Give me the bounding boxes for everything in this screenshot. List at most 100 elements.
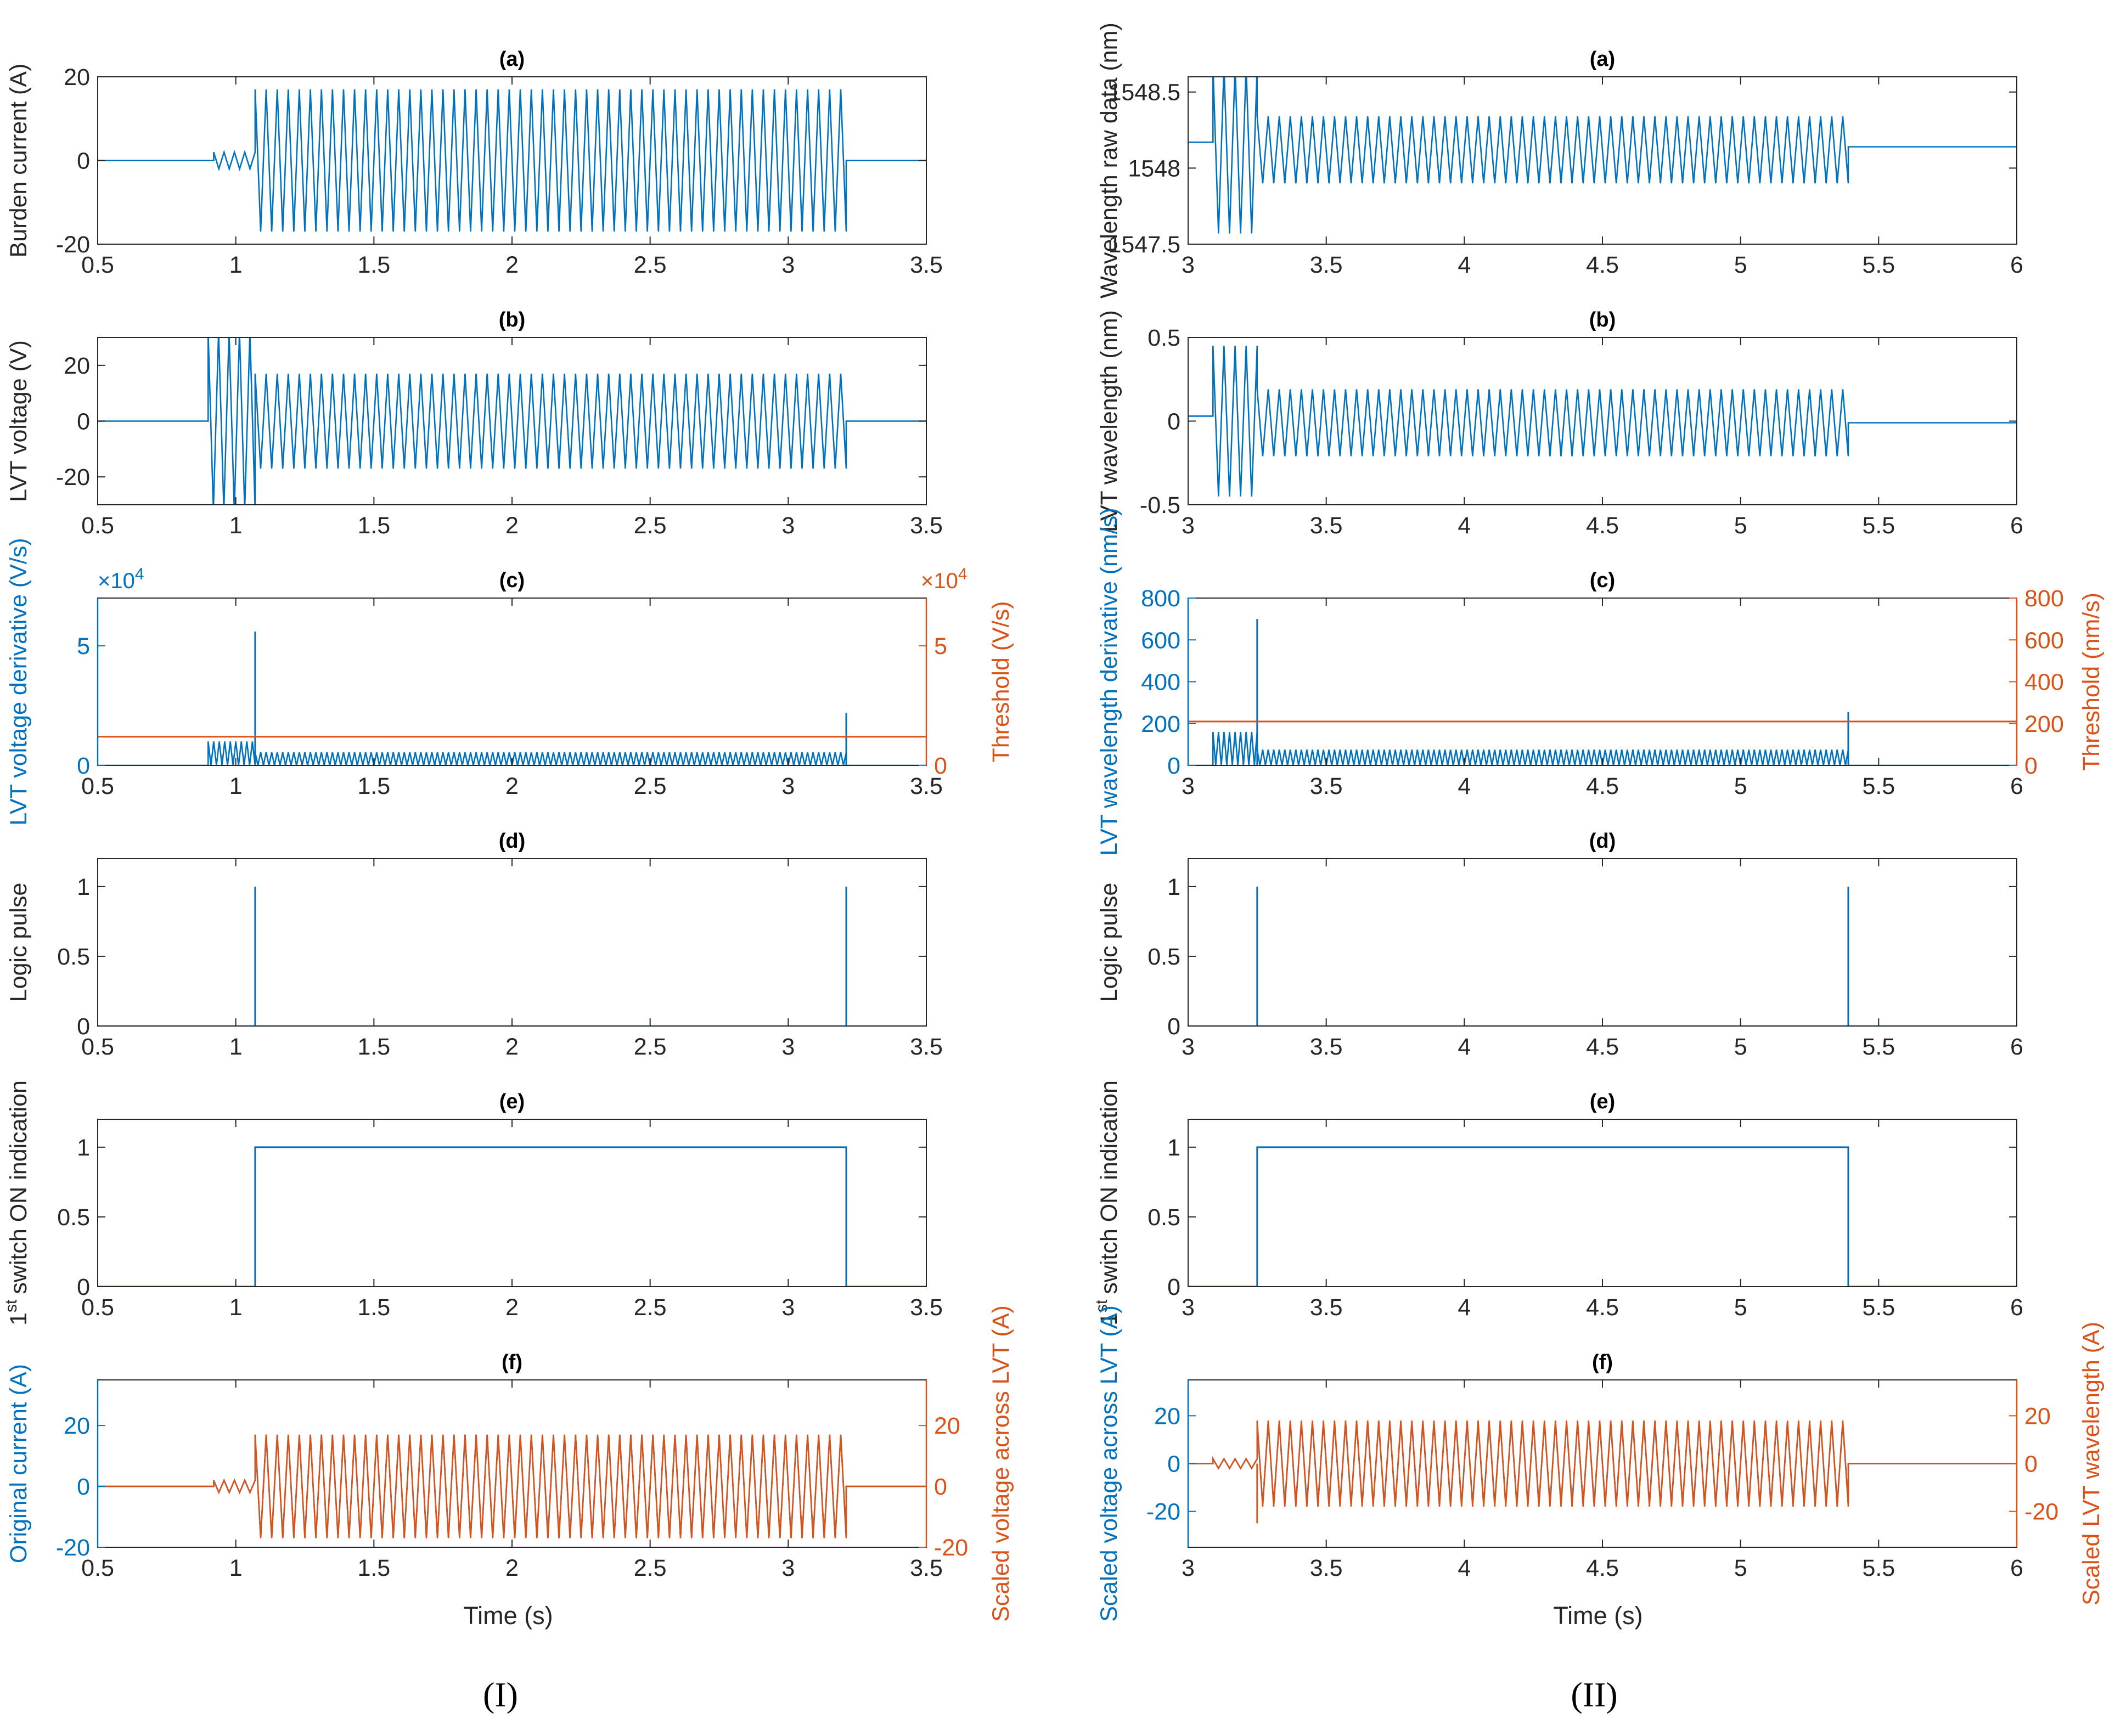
x-tick-label: 3.5 (910, 1555, 943, 1581)
panel-title: (e) (499, 1090, 525, 1113)
x-tick-label: 4.5 (1586, 1555, 1619, 1581)
y-axis-label-right: Scaled voltage across LVT (A) (988, 1305, 1014, 1622)
series-scaled-lvt-wavelength (1188, 1421, 2017, 1507)
y-tick-label-right: -20 (934, 1535, 968, 1561)
x-tick-label: 1 (229, 1034, 243, 1060)
y-axis-label-right: Threshold (nm/s) (2078, 593, 2105, 771)
y-axis-label: Original current (A) (5, 1364, 32, 1563)
y-axis-label-right: Threshold (V/s) (988, 601, 1014, 763)
x-tick-label: 4 (1458, 773, 1471, 799)
exponent-right-power: 4 (958, 565, 968, 583)
series-lvt-voltage-derivative (98, 741, 926, 765)
panel-II-a: 3 3.5 4 4.5 5 5.5 6 1547.5 1548 1548.5 (a) Waveleng… (1096, 22, 2023, 298)
y-tick-label: 0 (77, 1274, 90, 1300)
x-tick-label: 5.5 (1862, 252, 1895, 278)
x-tick-label: 6 (2010, 773, 2023, 799)
x-tick-label: 4.5 (1586, 512, 1619, 539)
y-tick-label: 0.5 (1148, 1204, 1180, 1231)
x-tick-label: 2 (505, 252, 519, 278)
y-tick-label: 0.5 (57, 944, 90, 970)
x-tick-label: 4 (1458, 1555, 1471, 1581)
x-tick-label: 2.5 (634, 773, 667, 799)
y-tick-label: 20 (64, 1413, 90, 1439)
series-lvt-wavelength-derivative (1188, 731, 2017, 765)
x-tick-label: 1.5 (357, 1555, 390, 1581)
x-tick-label: 2.5 (634, 1555, 667, 1581)
y-tick-label: -20 (56, 464, 90, 491)
y-tick-label-right: 0 (934, 753, 947, 779)
x-tick-label: 6 (2010, 512, 2023, 539)
panel-I-b: 0.5 1 1.5 2 2.5 3 3.5 -20 0 20 (b) LVT voltage (V) (5, 308, 943, 539)
panel-data-II-f (1188, 1421, 2017, 1524)
y-tick-label: 0 (77, 409, 90, 435)
panel-title: (a) (1590, 48, 1615, 71)
x-tick-label: 3.5 (1310, 252, 1343, 278)
x-tick-label: 0.5 (81, 512, 114, 539)
x-tick-label: 3 (781, 773, 795, 799)
y-axis-label: Scaled voltage across LVT (A) (1096, 1305, 1122, 1622)
exponent-left-power: 4 (135, 565, 144, 583)
x-tick-label: 4 (1458, 252, 1471, 278)
x-tick-label: 5 (1734, 1294, 1747, 1321)
x-tick-label: 1.5 (357, 252, 390, 278)
y-tick-label-right: -20 (2024, 1499, 2058, 1525)
x-tick-label: 3 (1182, 1294, 1195, 1321)
y-tick-label-right: 600 (2024, 627, 2064, 653)
y-tick-label: 5 (77, 633, 90, 660)
y-axis-label-prefix: 1 (1096, 1312, 1122, 1326)
series-burden-current (98, 89, 926, 232)
x-tick-label: 5 (1734, 512, 1747, 539)
x-tick-label: 3.5 (910, 1294, 943, 1321)
y-axis-label-prefix: 1 (5, 1312, 32, 1326)
x-tick-label: 5 (1734, 1034, 1747, 1060)
y-tick-label: -0.5 (1140, 492, 1180, 518)
series-lvt-wavelength (1188, 346, 2017, 497)
x-tick-label: 6 (2010, 1294, 2023, 1321)
y-tick-label: -20 (56, 232, 90, 258)
x-tick-label: 5.5 (1862, 1034, 1895, 1060)
panel-data-I-b (98, 337, 926, 505)
series-1st-switch-on-indication (98, 1146, 926, 1287)
y-tick-label: 0.5 (1148, 944, 1180, 970)
y-tick-label: 0 (1167, 409, 1180, 435)
x-axis-label-I: Time (s) (463, 1602, 553, 1630)
x-tick-label: 5.5 (1862, 773, 1895, 799)
panel-I-a: 0.5 1 1.5 2 2.5 3 3.5 -20 0 20 (a) Burden current (… (5, 48, 943, 278)
y-axis-label-right: Scaled LVT wavelength (A) (2078, 1322, 2105, 1605)
panel-title: (b) (499, 308, 526, 331)
y-tick-label: 1 (77, 874, 90, 900)
y-tick-label: 20 (64, 353, 90, 379)
panel-II-f: 3 3.5 4 4.5 5 5.5 6 -20 0 20 -20 0 20 Scaled LVT wave… (1096, 1305, 2105, 1622)
x-tick-label: 3.5 (1310, 1555, 1343, 1581)
y-axis-label: LVT voltage (V) (5, 340, 32, 502)
panel-title: (e) (1590, 1090, 1615, 1113)
y-tick-label-right: 0 (2024, 1451, 2038, 1478)
x-tick-label: 4 (1458, 512, 1471, 539)
x-tick-label: 3 (781, 1555, 795, 1581)
y-tick-label: 0 (77, 1474, 90, 1500)
plot-frame (1188, 598, 2017, 766)
y-axis-label: Wavelength raw data (nm) (1096, 22, 1122, 298)
panel-title: (a) (499, 48, 525, 71)
x-tick-label: 1 (229, 252, 243, 278)
panel-data-I-d (98, 886, 926, 1026)
plot-frame (97, 1379, 927, 1548)
panel-title: (f) (1592, 1351, 1613, 1374)
x-tick-label: 1.5 (357, 1034, 390, 1060)
x-tick-label: 1.5 (357, 1294, 390, 1321)
y-axis-label-text: switch ON indication (5, 1080, 32, 1294)
x-tick-label: 3.5 (910, 512, 943, 539)
plot-frame (97, 598, 927, 766)
x-tick-label: 4.5 (1586, 252, 1619, 278)
x-tick-label: 3 (1182, 252, 1195, 278)
y-axis-label: 1st switch ON indication (2, 1080, 32, 1326)
exponent-right: ×104 (921, 565, 968, 593)
x-tick-label: 3 (781, 1294, 795, 1321)
y-tick-label: 1547.5 (1108, 232, 1180, 258)
series-1st-switch-on-indication (1188, 1146, 2017, 1287)
x-tick-label: 3 (1182, 1034, 1195, 1060)
exponent-right-base: ×10 (921, 569, 958, 593)
y-axis-label-sup: st (2, 1299, 20, 1312)
